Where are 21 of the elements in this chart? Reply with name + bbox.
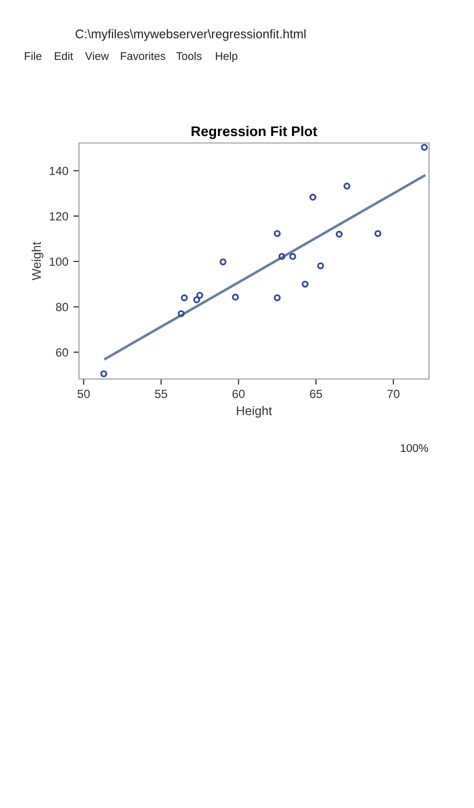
y-tick-label: 120 <box>50 212 68 220</box>
y-tick-label: 60 <box>56 348 68 357</box>
text: File <box>24 52 42 60</box>
text: C:\myfiles\mywebserver\regressionfit.html <box>76 29 306 41</box>
x-tick-label: 65 <box>310 390 322 398</box>
text: Tools <box>176 52 202 60</box>
y-tick-label: 140 <box>50 166 68 176</box>
x-tick-label: 50 <box>78 390 90 398</box>
text: 100% <box>400 444 428 452</box>
chart-title: Regression Fit Plot <box>192 126 318 139</box>
text: Edit <box>54 52 74 60</box>
y-tick-label: 80 <box>56 302 68 312</box>
x-tick-label: 60 <box>232 390 245 398</box>
x-axis-title: Height <box>236 406 272 418</box>
y-tick-label: 100 <box>50 257 68 266</box>
text: Help <box>216 52 238 62</box>
x-tick-label: 70 <box>387 390 400 398</box>
y-axis-title: Weight <box>32 242 44 280</box>
text: View <box>85 52 109 60</box>
x-tick-label: 55 <box>154 390 168 398</box>
text: Favorites <box>120 52 166 60</box>
